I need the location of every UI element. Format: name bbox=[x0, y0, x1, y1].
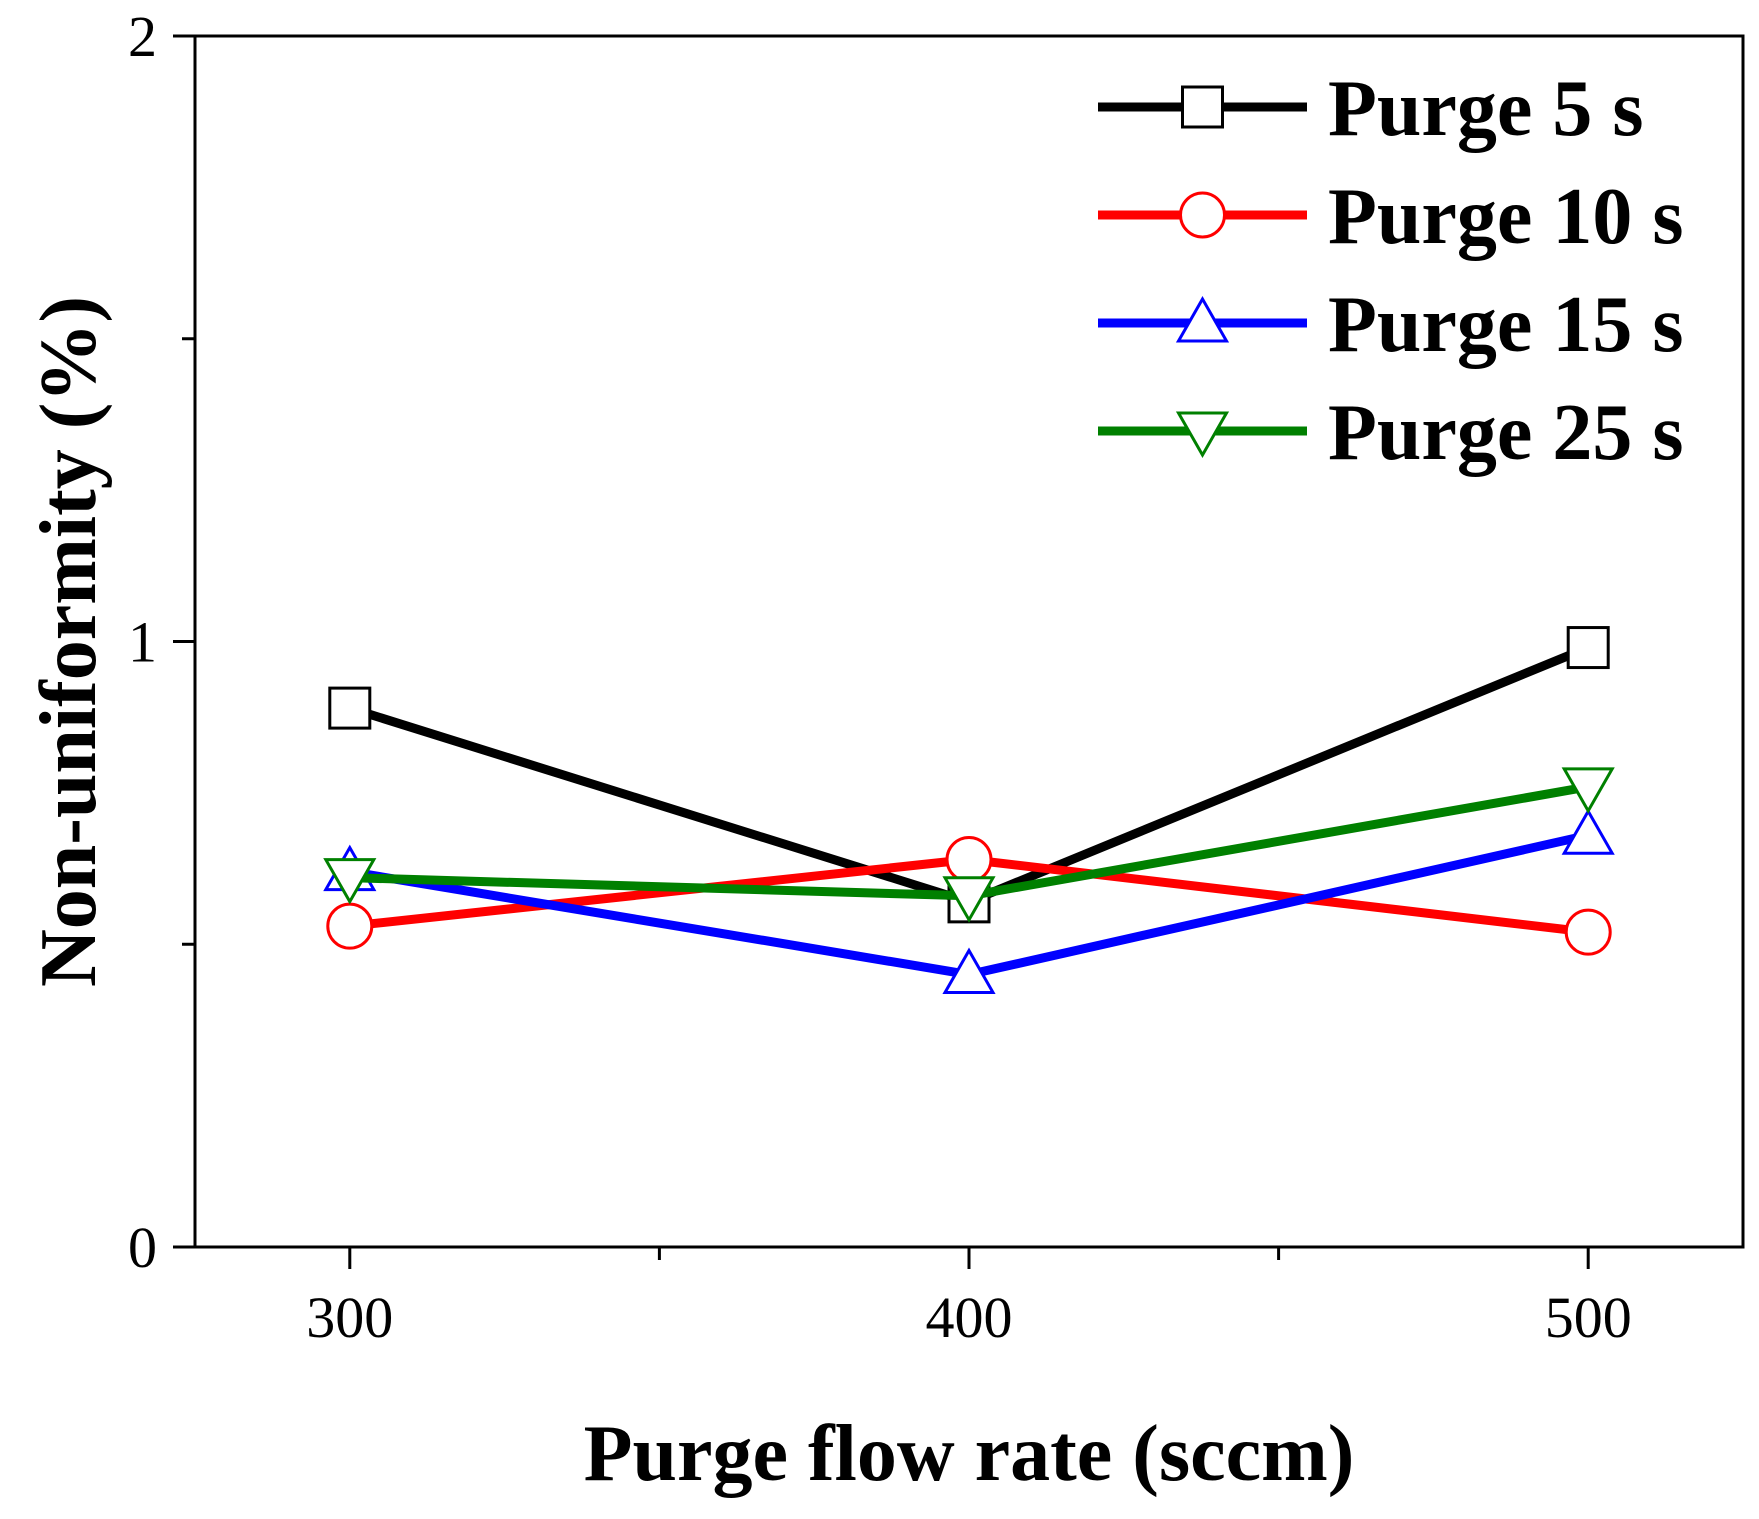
legend-label: Purge 25 s bbox=[1328, 389, 1684, 477]
y-tick-label: 2 bbox=[128, 4, 157, 69]
y-tick-label: 1 bbox=[128, 610, 157, 675]
legend-marker bbox=[1175, 295, 1230, 343]
data-point bbox=[1564, 908, 1612, 956]
x-tick-label: 500 bbox=[1545, 1285, 1632, 1350]
data-point bbox=[1566, 626, 1610, 670]
data-point bbox=[945, 835, 993, 883]
legend-item: Purge 10 s bbox=[1098, 173, 1684, 261]
data-point bbox=[1561, 767, 1615, 814]
data-point bbox=[1561, 808, 1615, 855]
legend-item: Purge 15 s bbox=[1098, 281, 1684, 369]
series-purge-25-s bbox=[323, 767, 1615, 923]
legend-item: Purge 25 s bbox=[1098, 389, 1684, 477]
x-tick-label: 300 bbox=[306, 1285, 393, 1350]
legend-label: Purge 15 s bbox=[1328, 281, 1684, 369]
y-tick-label: 0 bbox=[128, 1215, 157, 1280]
legend-marker bbox=[1175, 411, 1230, 459]
data-point bbox=[326, 902, 374, 950]
series-layer bbox=[323, 626, 1615, 995]
legend-marker bbox=[1179, 191, 1226, 239]
legend-item: Purge 5 s bbox=[1098, 65, 1644, 153]
data-point bbox=[942, 947, 996, 995]
legend-label: Purge 10 s bbox=[1328, 173, 1684, 261]
data-point bbox=[942, 876, 996, 923]
data-point bbox=[323, 858, 377, 905]
axis-ticks: 300 400 500 0 1 2 bbox=[128, 4, 1632, 1350]
legend: Purge 5 s Purge 10 s Purge 15 s Purge 25 s bbox=[1098, 65, 1684, 477]
y-axis-title: Non-uniformity (%) bbox=[25, 296, 113, 987]
x-tick-label: 400 bbox=[926, 1285, 1013, 1350]
data-point bbox=[328, 686, 372, 730]
legend-label: Purge 5 s bbox=[1328, 65, 1644, 153]
x-axis-title: Purge flow rate (sccm) bbox=[584, 1410, 1355, 1498]
legend-marker bbox=[1181, 85, 1224, 129]
